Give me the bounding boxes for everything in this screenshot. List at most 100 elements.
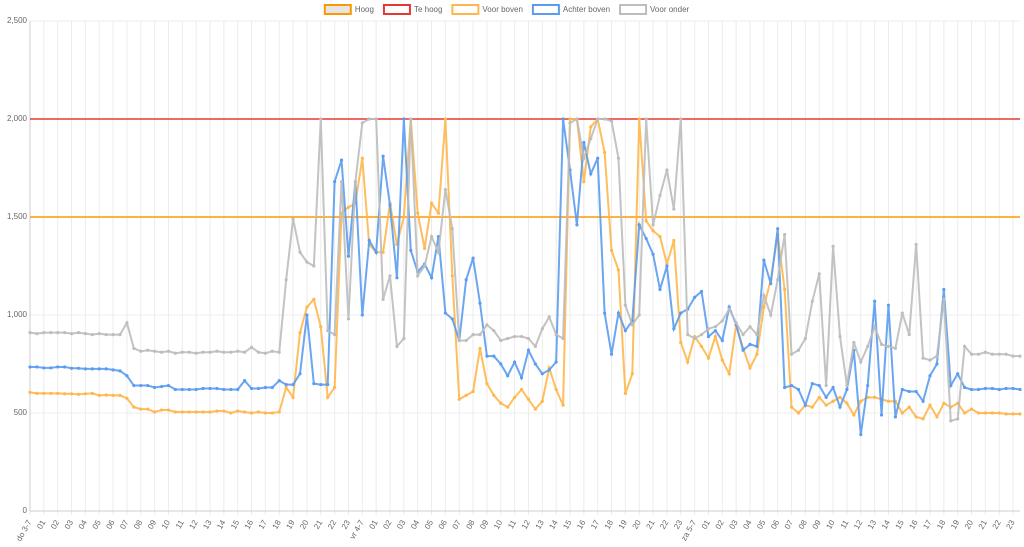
data-point bbox=[166, 408, 171, 412]
data-point bbox=[596, 117, 600, 121]
x-tick-label: 03 bbox=[395, 518, 408, 531]
data-point bbox=[623, 303, 627, 307]
data-point bbox=[339, 158, 344, 162]
data-point bbox=[97, 332, 101, 336]
data-point bbox=[49, 391, 53, 395]
data-point bbox=[229, 387, 233, 392]
data-point bbox=[49, 331, 53, 335]
data-point bbox=[367, 238, 371, 243]
data-point bbox=[755, 333, 759, 337]
data-point bbox=[506, 374, 510, 378]
data-point bbox=[49, 366, 53, 370]
data-point bbox=[519, 387, 524, 392]
x-tick-label: 17 bbox=[921, 518, 934, 531]
data-point bbox=[159, 350, 164, 354]
x-tick-label: 02 bbox=[381, 518, 394, 531]
data-point bbox=[533, 407, 537, 411]
data-point bbox=[582, 156, 586, 160]
x-tick-label: 15 bbox=[229, 518, 242, 531]
data-point bbox=[436, 250, 441, 254]
data-point bbox=[983, 350, 987, 354]
data-point bbox=[367, 117, 371, 121]
data-point bbox=[776, 227, 780, 231]
data-point bbox=[686, 333, 690, 337]
data-point bbox=[263, 385, 267, 390]
x-tick-label: 20 bbox=[963, 518, 976, 531]
x-tick-label: 22 bbox=[326, 518, 339, 531]
data-point bbox=[83, 392, 87, 396]
data-point bbox=[561, 117, 565, 121]
x-tick-label: 08 bbox=[797, 518, 810, 531]
legend-label: Voor boven bbox=[482, 5, 522, 14]
data-point bbox=[305, 313, 309, 317]
x-tick-label: 23 bbox=[1004, 518, 1017, 531]
data-point bbox=[69, 332, 74, 336]
data-point bbox=[284, 382, 288, 387]
data-point bbox=[166, 383, 171, 388]
x-tick-label: 06 bbox=[437, 518, 450, 531]
data-point bbox=[824, 383, 828, 388]
data-point bbox=[104, 393, 108, 397]
data-point bbox=[796, 348, 801, 352]
data-point bbox=[928, 374, 932, 378]
x-tick-label: 15 bbox=[561, 518, 574, 531]
data-point bbox=[277, 350, 281, 354]
data-point bbox=[776, 278, 780, 282]
data-point bbox=[969, 352, 974, 356]
x-tick-label: 21 bbox=[644, 518, 657, 531]
data-point bbox=[845, 387, 849, 392]
legend-swatch bbox=[382, 4, 411, 15]
data-point bbox=[956, 372, 960, 376]
data-point bbox=[339, 180, 344, 184]
data-point bbox=[949, 419, 953, 423]
data-point bbox=[526, 348, 531, 352]
data-point bbox=[381, 154, 385, 158]
data-point bbox=[429, 276, 434, 280]
data-point bbox=[928, 403, 932, 407]
x-tick-label: 04 bbox=[741, 518, 754, 531]
data-point bbox=[374, 117, 378, 121]
data-point bbox=[741, 348, 745, 352]
data-point bbox=[838, 395, 842, 399]
data-point bbox=[56, 391, 60, 395]
data-point bbox=[305, 305, 309, 309]
x-tick-label: 18 bbox=[271, 518, 284, 531]
data-point bbox=[333, 385, 337, 390]
data-point bbox=[263, 351, 267, 355]
x-tick-label: 20 bbox=[631, 518, 644, 531]
data-point bbox=[457, 397, 461, 401]
x-tick-label: 09 bbox=[811, 518, 824, 531]
data-point bbox=[623, 329, 627, 333]
data-point bbox=[409, 248, 413, 252]
data-point bbox=[277, 410, 281, 414]
data-point bbox=[879, 413, 884, 417]
data-point bbox=[789, 352, 794, 356]
series-line bbox=[29, 117, 1020, 423]
data-point bbox=[873, 395, 877, 399]
data-point bbox=[63, 392, 67, 396]
data-point bbox=[450, 317, 454, 321]
data-point bbox=[803, 403, 807, 407]
data-point bbox=[969, 387, 974, 392]
x-tick-label: 11 bbox=[839, 518, 851, 530]
data-point bbox=[859, 432, 863, 437]
data-point bbox=[665, 264, 669, 268]
x-tick-label: 14 bbox=[880, 518, 893, 531]
data-point bbox=[146, 407, 150, 411]
x-tick-label: 18 bbox=[603, 518, 616, 531]
data-point bbox=[111, 333, 115, 337]
data-point bbox=[956, 417, 960, 421]
data-point bbox=[907, 333, 911, 337]
data-point bbox=[513, 360, 517, 364]
data-point bbox=[651, 229, 655, 233]
data-point bbox=[783, 287, 787, 292]
legend-label: Voor onder bbox=[650, 5, 689, 14]
data-point bbox=[644, 117, 648, 121]
data-point bbox=[1004, 352, 1008, 356]
x-tick-label: 13 bbox=[201, 518, 214, 531]
data-point bbox=[270, 385, 274, 390]
data-point bbox=[762, 293, 766, 297]
data-point bbox=[388, 203, 392, 207]
x-tick-label: 19 bbox=[617, 518, 630, 531]
